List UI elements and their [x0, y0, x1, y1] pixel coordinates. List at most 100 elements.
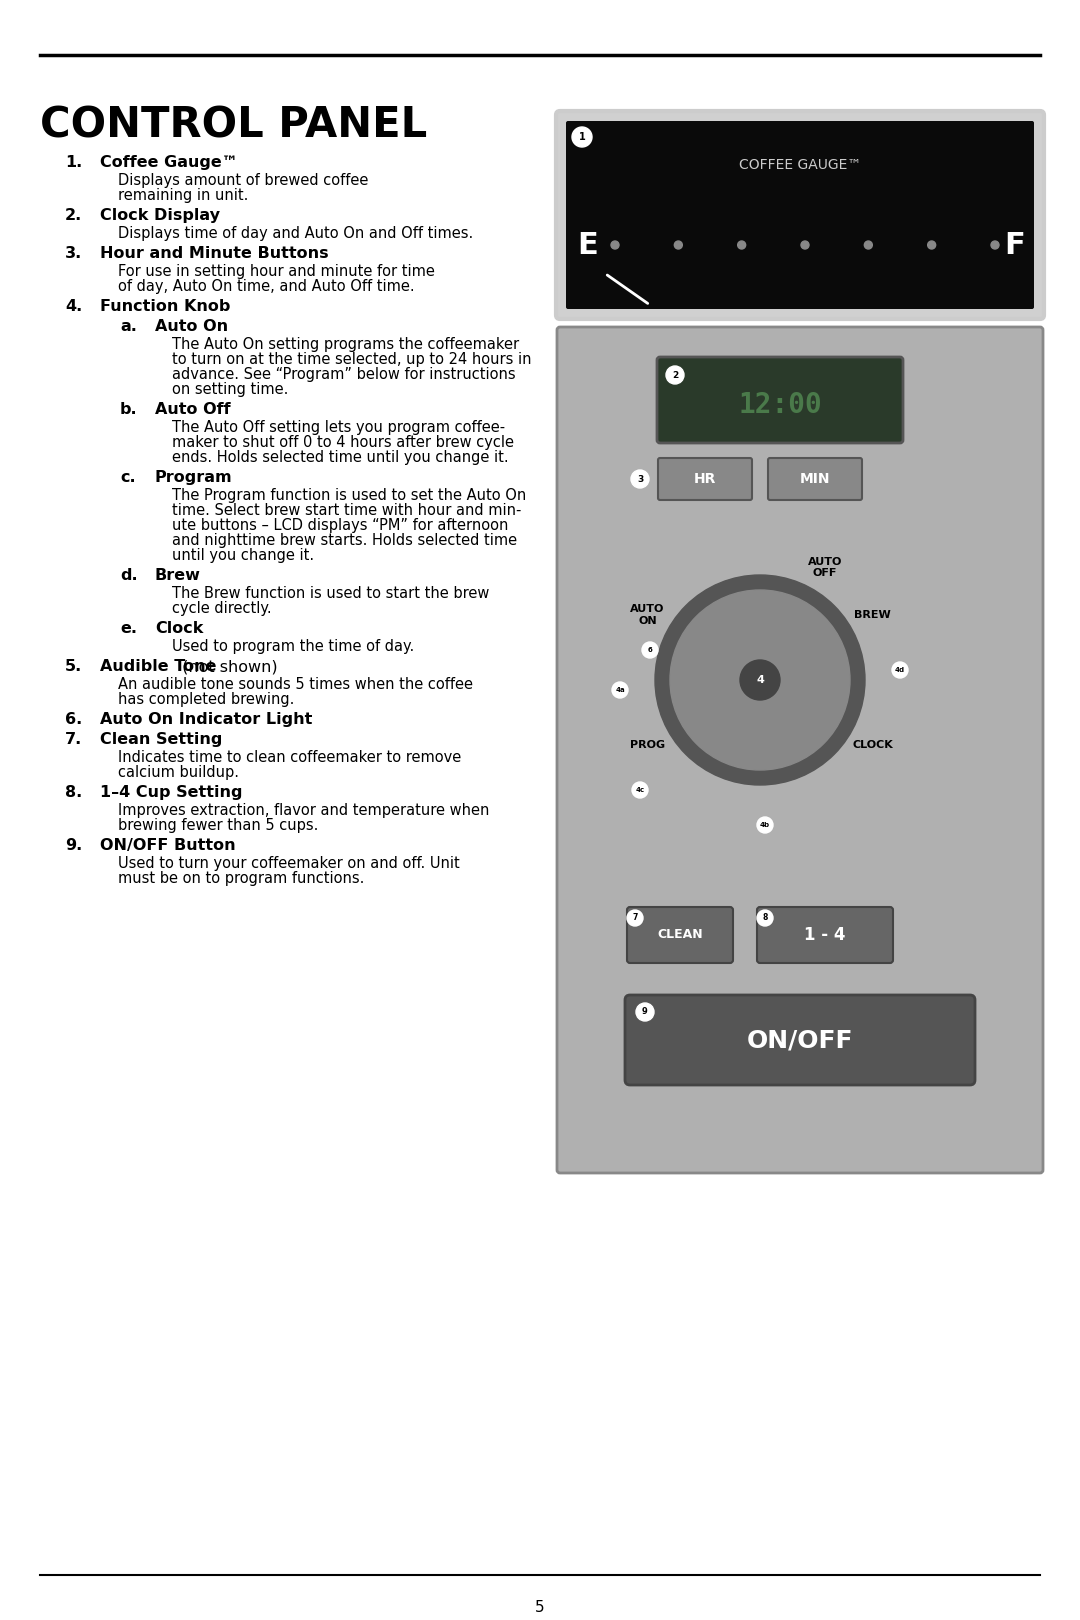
Text: 8.: 8. — [65, 786, 82, 800]
Text: The Brew function is used to start the brew: The Brew function is used to start the b… — [172, 586, 489, 601]
Text: calcium buildup.: calcium buildup. — [118, 765, 239, 779]
Text: Clean Setting: Clean Setting — [100, 732, 222, 747]
Circle shape — [670, 590, 850, 770]
Text: BREW: BREW — [854, 611, 891, 620]
Text: 1–4 Cup Setting: 1–4 Cup Setting — [100, 786, 243, 800]
FancyBboxPatch shape — [768, 458, 862, 501]
Text: 12:00: 12:00 — [738, 390, 822, 420]
Circle shape — [801, 241, 809, 249]
Text: CONTROL PANEL: CONTROL PANEL — [40, 105, 428, 147]
Circle shape — [666, 366, 684, 384]
Text: Hour and Minute Buttons: Hour and Minute Buttons — [100, 246, 328, 261]
FancyBboxPatch shape — [556, 112, 1044, 319]
Circle shape — [642, 642, 658, 658]
Text: 1.: 1. — [65, 156, 82, 170]
Text: ON/OFF: ON/OFF — [746, 1029, 853, 1051]
Text: 4a: 4a — [616, 687, 625, 693]
Circle shape — [757, 816, 773, 833]
Text: c.: c. — [120, 470, 136, 484]
Text: For use in setting hour and minute for time: For use in setting hour and minute for t… — [118, 264, 435, 279]
Circle shape — [928, 241, 935, 249]
Text: 1 - 4: 1 - 4 — [805, 927, 846, 944]
Text: 7.: 7. — [65, 732, 82, 747]
Text: has completed brewing.: has completed brewing. — [118, 692, 295, 706]
Circle shape — [572, 126, 592, 147]
Text: F: F — [1004, 230, 1025, 259]
Text: 6: 6 — [648, 646, 652, 653]
Text: 4d: 4d — [895, 667, 905, 672]
Circle shape — [654, 575, 865, 786]
Text: until you change it.: until you change it. — [172, 548, 314, 564]
Text: Program: Program — [156, 470, 232, 484]
Text: d.: d. — [120, 569, 137, 583]
Text: The Auto Off setting lets you program coffee-: The Auto Off setting lets you program co… — [172, 420, 505, 436]
Text: of day, Auto On time, and Auto Off time.: of day, Auto On time, and Auto Off time. — [118, 279, 415, 293]
Text: E: E — [578, 230, 598, 259]
Text: Improves extraction, flavor and temperature when: Improves extraction, flavor and temperat… — [118, 804, 489, 818]
Text: 6.: 6. — [65, 713, 82, 727]
Circle shape — [611, 241, 619, 249]
Text: HR: HR — [693, 471, 716, 486]
Circle shape — [864, 241, 873, 249]
Text: AUTO
OFF: AUTO OFF — [808, 557, 842, 578]
Text: Coffee Gauge™: Coffee Gauge™ — [100, 156, 238, 170]
Circle shape — [757, 910, 773, 927]
Text: 2.: 2. — [65, 207, 82, 224]
Text: CLEAN: CLEAN — [658, 928, 703, 941]
Text: on setting time.: on setting time. — [172, 382, 288, 397]
Text: Auto Off: Auto Off — [156, 402, 231, 416]
FancyBboxPatch shape — [557, 327, 1043, 1173]
Text: time. Select brew start time with hour and min-: time. Select brew start time with hour a… — [172, 502, 522, 518]
Text: advance. See “Program” below for instructions: advance. See “Program” below for instruc… — [172, 368, 515, 382]
Text: 3.: 3. — [65, 246, 82, 261]
Text: Displays amount of brewed coffee: Displays amount of brewed coffee — [118, 173, 368, 188]
Text: 4b: 4b — [760, 821, 770, 828]
Text: 3: 3 — [637, 475, 643, 483]
Text: Used to program the time of day.: Used to program the time of day. — [172, 638, 415, 654]
Circle shape — [636, 1003, 654, 1021]
Text: ute buttons – LCD displays “PM” for afternoon: ute buttons – LCD displays “PM” for afte… — [172, 518, 509, 533]
Text: Auto On: Auto On — [156, 319, 228, 334]
Text: Function Knob: Function Knob — [100, 300, 230, 314]
Text: 1: 1 — [579, 131, 585, 143]
Text: (not shown): (not shown) — [177, 659, 278, 674]
Text: remaining in unit.: remaining in unit. — [118, 188, 248, 202]
Text: 4c: 4c — [635, 787, 645, 794]
Text: 7: 7 — [632, 914, 637, 922]
FancyBboxPatch shape — [657, 356, 903, 442]
Text: b.: b. — [120, 402, 137, 416]
Text: brewing fewer than 5 cups.: brewing fewer than 5 cups. — [118, 818, 319, 833]
Text: ends. Holds selected time until you change it.: ends. Holds selected time until you chan… — [172, 450, 509, 465]
Circle shape — [740, 659, 780, 700]
Text: 4.: 4. — [65, 300, 82, 314]
Text: 8: 8 — [762, 914, 768, 922]
Circle shape — [892, 663, 908, 679]
FancyBboxPatch shape — [627, 907, 733, 962]
Circle shape — [612, 682, 627, 698]
Text: 5: 5 — [536, 1601, 544, 1615]
Text: 4: 4 — [756, 676, 764, 685]
Text: to turn on at the time selected, up to 24 hours in: to turn on at the time selected, up to 2… — [172, 352, 531, 368]
Text: An audible tone sounds 5 times when the coffee: An audible tone sounds 5 times when the … — [118, 677, 473, 692]
Text: Audible Tone: Audible Tone — [100, 659, 216, 674]
Text: COFFEE GAUGE™: COFFEE GAUGE™ — [739, 159, 861, 172]
Text: Displays time of day and Auto On and Off times.: Displays time of day and Auto On and Off… — [118, 227, 473, 241]
Text: and nighttime brew starts. Holds selected time: and nighttime brew starts. Holds selecte… — [172, 533, 517, 548]
FancyBboxPatch shape — [757, 907, 893, 962]
Text: 2: 2 — [672, 371, 678, 379]
Text: AUTO
ON: AUTO ON — [631, 604, 664, 625]
Text: e.: e. — [120, 620, 137, 637]
Text: Auto On Indicator Light: Auto On Indicator Light — [100, 713, 312, 727]
Circle shape — [991, 241, 999, 249]
Text: Clock Display: Clock Display — [100, 207, 220, 224]
Text: Brew: Brew — [156, 569, 201, 583]
Text: Used to turn your coffeemaker on and off. Unit: Used to turn your coffeemaker on and off… — [118, 855, 460, 872]
Text: The Auto On setting programs the coffeemaker: The Auto On setting programs the coffeem… — [172, 337, 519, 352]
Text: CLOCK: CLOCK — [852, 740, 893, 750]
Text: The Program function is used to set the Auto On: The Program function is used to set the … — [172, 488, 526, 502]
Circle shape — [632, 782, 648, 799]
Text: maker to shut off 0 to 4 hours after brew cycle: maker to shut off 0 to 4 hours after bre… — [172, 436, 514, 450]
Text: Indicates time to clean coffeemaker to remove: Indicates time to clean coffeemaker to r… — [118, 750, 461, 765]
Text: 5.: 5. — [65, 659, 82, 674]
Text: ON/OFF Button: ON/OFF Button — [100, 838, 235, 854]
